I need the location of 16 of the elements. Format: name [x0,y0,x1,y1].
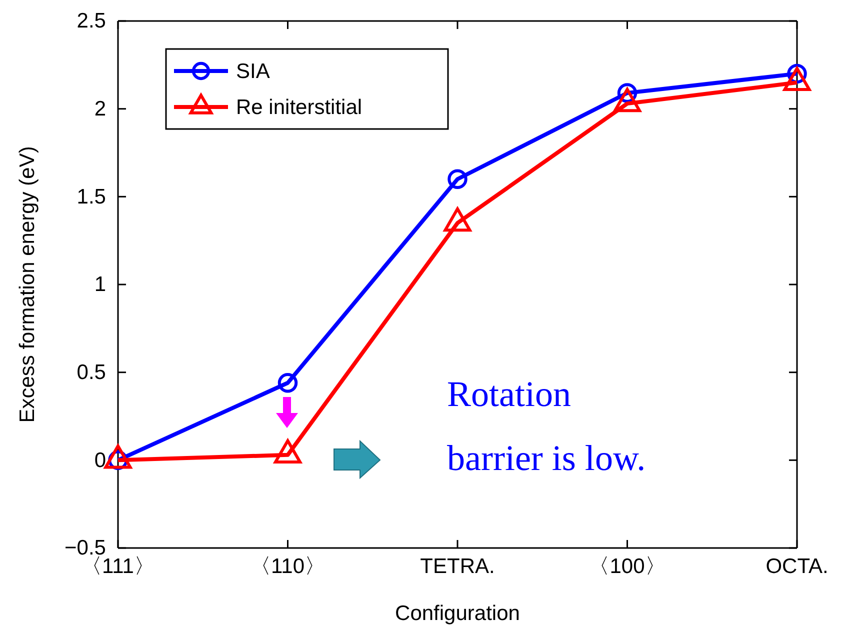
y-tick-label: 0.5 [76,361,106,384]
y-tick-label: 2.5 [76,10,106,33]
annotation: Rotation barrier is low. [447,374,646,478]
x-tick-label: 〈100〉 [588,554,666,578]
x-tick-label: OCTA. [766,554,828,578]
legend-label: SIA [236,60,270,83]
y-tick-label: 2 [94,98,106,121]
x-tick-label: 〈110〉 [250,554,326,578]
x-tick-label: 〈111〉 [81,554,155,578]
y-axis-title: Excess formation energy (eV) [16,146,39,423]
y-tick-label: 1 [94,273,106,296]
x-axis-title: Configuration [395,602,520,625]
x-tick-label: TETRA. [420,554,495,578]
y-tick-label: 0 [94,448,106,472]
legend-label: Re initerstitial [236,96,362,119]
y-tick-label: 1.5 [76,185,106,208]
